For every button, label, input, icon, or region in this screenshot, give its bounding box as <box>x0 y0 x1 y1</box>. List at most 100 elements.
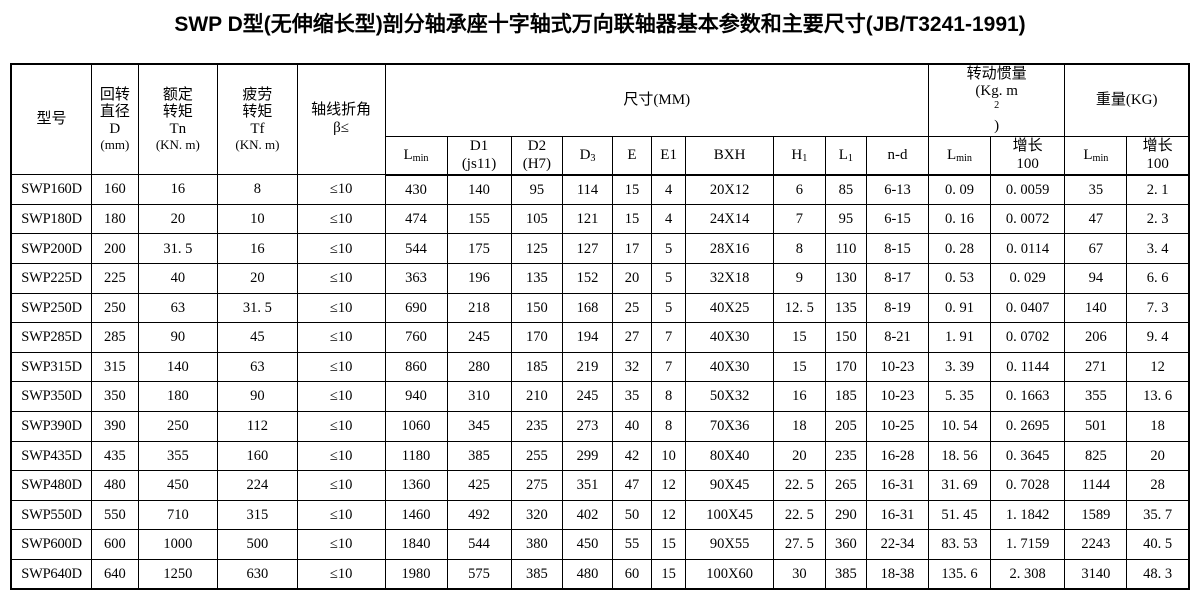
table-cell: 40X30 <box>685 322 774 353</box>
header-weight-lmin-sub: min <box>1092 152 1109 164</box>
header-row-group: 型号 回转 直径 D (mm) 额定 转矩 Tn <box>10 63 1190 176</box>
table-cell: ≤10 <box>296 174 386 205</box>
table-cell: 1. 91 <box>927 322 991 353</box>
table-cell: 630 <box>217 558 298 590</box>
table-cell: 1840 <box>384 529 448 560</box>
header-rot-dia-l2: 直径 <box>99 103 130 120</box>
table-cell: 315 <box>217 499 298 531</box>
table-cell: 27. 5 <box>773 529 826 560</box>
table-cell: 1980 <box>384 558 448 590</box>
table-cell: 0. 1663 <box>989 381 1066 412</box>
table-cell: 5 <box>651 233 687 264</box>
table-cell: 18 <box>773 410 826 442</box>
table-cell: 355 <box>137 440 219 472</box>
header-inertia-growth-l1: 增长 <box>1012 138 1043 155</box>
table-cell: 0. 0072 <box>989 203 1066 235</box>
header-rated-l2: 转矩 <box>162 103 193 120</box>
table-cell: 20 <box>217 262 298 294</box>
cell-model: SWP180D <box>10 203 93 235</box>
table-cell: 32 <box>611 351 653 383</box>
table-cell: 690 <box>384 292 448 324</box>
table-cell: 425 <box>446 470 512 501</box>
table-cell: 30 <box>773 558 826 590</box>
table-cell: 1000 <box>137 529 219 560</box>
cell-model: SWP435D <box>10 440 93 472</box>
table-cell: 273 <box>562 410 613 442</box>
table-cell: 5 <box>651 292 687 324</box>
header-d2: D2 (H7) <box>510 136 564 176</box>
cell-model: SWP350D <box>10 381 93 412</box>
header-weight-lmin: Lmin <box>1064 136 1128 176</box>
table-cell: 48. 3 <box>1126 558 1190 590</box>
table-cell: 20 <box>611 262 653 294</box>
header-weight-growth: 增长 100 <box>1126 136 1190 176</box>
table-cell: 67 <box>1064 233 1128 264</box>
header-h1-sub: 1 <box>802 152 808 164</box>
page-root: SWP D型(无伸缩长型)剖分轴承座十字轴式万向联轴器基本参数和主要尺寸(JB/… <box>10 13 1190 590</box>
table-cell: 7 <box>773 203 826 235</box>
table-cell: 18-38 <box>865 558 929 590</box>
table-cell: 200 <box>91 233 139 264</box>
header-d1-l1: D1 <box>469 138 489 155</box>
table-cell: 250 <box>137 410 219 442</box>
header-dimensions-group: 尺寸(MM) <box>384 63 929 138</box>
table-cell: 760 <box>384 322 448 353</box>
table-cell: 16-31 <box>865 470 929 501</box>
table-cell: 114 <box>562 174 613 205</box>
table-cell: 0. 7028 <box>989 470 1066 501</box>
table-cell: 285 <box>91 322 139 353</box>
table-cell: ≤10 <box>296 558 386 590</box>
table-cell: 5 <box>651 262 687 294</box>
table-cell: ≤10 <box>296 203 386 235</box>
table-cell: 90 <box>137 322 219 353</box>
table-cell: 160 <box>91 174 139 205</box>
header-d3-sub: 3 <box>590 152 596 164</box>
header-rot-dia-unit: (mm) <box>100 136 130 152</box>
table-cell: 135 <box>824 292 867 324</box>
header-inertia-lmin-base: L <box>946 146 957 163</box>
table-cell: 8 <box>651 381 687 412</box>
header-inertia-lmin-sub: min <box>956 152 972 164</box>
table-cell: 20 <box>773 440 826 472</box>
table-cell: 47 <box>1064 203 1128 235</box>
table-cell: 10-23 <box>865 381 929 412</box>
table-cell: 2. 308 <box>989 558 1066 590</box>
table-cell: 380 <box>510 529 564 560</box>
table-cell: 402 <box>562 499 613 531</box>
table-cell: 1460 <box>384 499 448 531</box>
cell-model: SWP640D <box>10 558 93 590</box>
table-cell: 130 <box>824 262 867 294</box>
header-fatigue-l2: 转矩 <box>242 103 273 120</box>
header-d1-l2: (js11) <box>461 155 497 172</box>
header-fatigue-torque: 疲劳 转矩 Tf (KN. m) <box>217 63 298 176</box>
table-cell: 80X40 <box>685 440 774 472</box>
table-cell: 20X12 <box>685 174 774 205</box>
table-cell: 18 <box>1126 410 1190 442</box>
header-weight-lmin-base: L <box>1083 146 1093 163</box>
table-cell: 40 <box>137 262 219 294</box>
header-nd: n-d <box>865 136 929 176</box>
table-cell: 10 <box>217 203 298 235</box>
header-rotation-diameter: 回转 直径 D (mm) <box>91 63 139 176</box>
table-cell: ≤10 <box>296 410 386 442</box>
table-cell: 385 <box>510 558 564 590</box>
table-cell: 175 <box>446 233 512 264</box>
table-cell: 50 <box>611 499 653 531</box>
table-cell: 480 <box>91 470 139 501</box>
header-rated-l3: Tn <box>169 120 187 137</box>
table-cell: 90 <box>217 381 298 412</box>
header-rated-l1: 额定 <box>162 86 193 103</box>
table-cell: 31. 5 <box>217 292 298 324</box>
table-cell: 385 <box>824 558 867 590</box>
table-cell: 47 <box>611 470 653 501</box>
table-cell: 85 <box>824 174 867 205</box>
table-cell: 15 <box>611 174 653 205</box>
table-cell: 40X25 <box>685 292 774 324</box>
table-cell: 15 <box>773 351 826 383</box>
table-cell: 9. 4 <box>1126 322 1190 353</box>
table-cell: 28 <box>1126 470 1190 501</box>
table-cell: 290 <box>824 499 867 531</box>
table-cell: 0. 0114 <box>989 233 1066 264</box>
table-cell: 1360 <box>384 470 448 501</box>
table-cell: 40 <box>611 410 653 442</box>
